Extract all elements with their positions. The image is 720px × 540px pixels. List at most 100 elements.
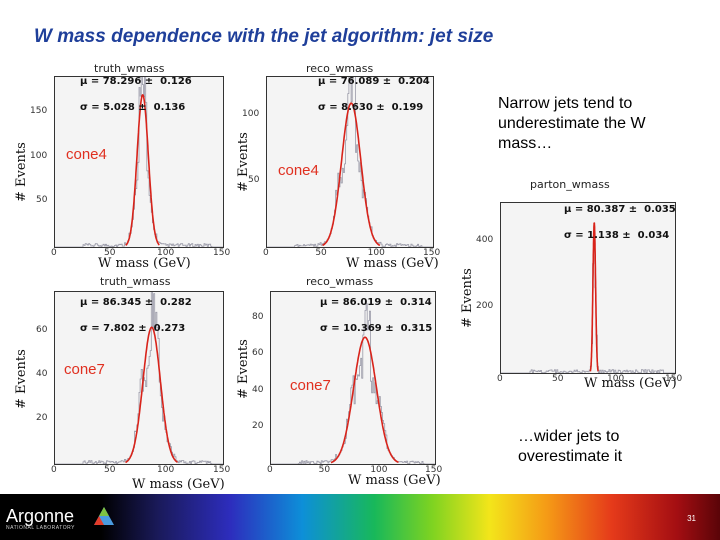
- mu-error: 0.282: [160, 297, 192, 308]
- x-tick-label: 50: [552, 374, 564, 384]
- sigma-value: 7.802: [103, 323, 135, 334]
- y-tick-label: 20: [36, 412, 48, 423]
- plot-truth-cone4: truth_wmass # Events W mass (GeV) 50 100 150 0…: [14, 62, 238, 272]
- mu-stat: μ = 76.089 ± 0.204: [318, 76, 430, 87]
- plot-reco-cone4: reco_wmass # Events W mass (GeV) 50 100 0 50 10…: [236, 62, 454, 272]
- y-tick-label: 80: [252, 312, 264, 323]
- x-tick-label: 150: [665, 374, 683, 384]
- y-tick-label: 100: [30, 150, 48, 161]
- sigma-value: 1.138: [587, 230, 619, 241]
- gaussian-fit-line: [125, 326, 178, 464]
- x-tick-label: 50: [318, 465, 331, 475]
- plot-area: [266, 76, 434, 248]
- x-tick-label: 0: [267, 465, 273, 475]
- footer-bar: Argonne NATIONAL LABORATORY 31: [0, 494, 720, 540]
- x-tick-label: 0: [263, 248, 269, 258]
- plot-area: [500, 202, 676, 374]
- y-tick-label: 50: [36, 195, 48, 206]
- mu-stat: μ = 78.296 ± 0.126: [80, 76, 192, 87]
- note-narrow: Narrow jets tend to underestimate the W …: [498, 95, 646, 152]
- y-tick-label: 400: [476, 235, 494, 246]
- plot-title: reco_wmass: [306, 275, 374, 288]
- x-tick-label: 0: [497, 374, 503, 384]
- histogram-line: [271, 303, 435, 464]
- sigma-error: 0.273: [153, 323, 186, 334]
- mu-value: 78.296: [102, 76, 142, 87]
- sigma-value: 8.630: [341, 102, 373, 113]
- sigma-error: 0.199: [391, 102, 424, 113]
- x-axis-label: W mass (GeV): [132, 477, 225, 492]
- histogram-line: [501, 235, 675, 373]
- y-tick-label: 40: [252, 384, 264, 395]
- mu-error: 0.314: [400, 297, 432, 308]
- sigma-value: 10.369: [343, 323, 382, 334]
- cone-label: cone4: [278, 162, 319, 179]
- mu-value: 86.019: [342, 297, 382, 308]
- x-tick-label: 100: [157, 248, 175, 258]
- x-tick-label: 50: [104, 248, 116, 258]
- mu-error: 0.035: [644, 204, 676, 215]
- x-axis-label: W mass (GeV): [346, 256, 439, 271]
- x-tick-label: 100: [607, 374, 625, 384]
- y-tick-label: 100: [242, 109, 260, 120]
- x-axis-label: W mass (GeV): [584, 376, 677, 391]
- x-tick-label: 50: [315, 248, 327, 258]
- y-tick-label: 60: [36, 324, 48, 335]
- y-axis-label: # Events: [236, 339, 251, 399]
- plot-area: [270, 291, 436, 465]
- gaussian-fit-line: [589, 222, 599, 372]
- x-tick-label: 150: [213, 248, 231, 258]
- plot-area: [54, 291, 224, 465]
- plot-area: [54, 76, 224, 248]
- mu-stat: μ = 86.019 ± 0.314: [320, 297, 432, 308]
- y-tick-label: 150: [30, 105, 48, 116]
- sigma-stat: σ = 10.369 ± 0.315: [320, 323, 433, 334]
- sigma-value: 5.028: [103, 102, 135, 113]
- mu-value: 86.345: [102, 297, 142, 308]
- mu-stat: μ = 80.387 ± 0.035: [564, 204, 676, 215]
- plot-title: reco_wmass: [306, 62, 374, 75]
- y-axis-label: # Events: [14, 142, 29, 202]
- x-tick-label: 150: [213, 465, 231, 475]
- histogram-svg: [501, 222, 675, 373]
- histogram-line: [55, 77, 223, 247]
- y-tick-label: 200: [476, 300, 494, 311]
- sigma-stat: σ = 5.028 ± 0.136: [80, 102, 186, 113]
- x-tick-label: 100: [370, 465, 388, 475]
- cone-label: cone7: [290, 377, 331, 394]
- sigma-stat: σ = 7.802 ± 0.273: [80, 323, 186, 334]
- x-tick-label: 100: [157, 465, 175, 475]
- page-number: 31: [687, 514, 696, 523]
- sigma-error: 0.315: [400, 323, 433, 334]
- mu-stat: μ = 86.345 ± 0.282: [80, 297, 192, 308]
- y-tick-label: 40: [36, 368, 48, 379]
- slide-title: W mass dependence with the jet algorithm…: [34, 26, 494, 47]
- sigma-error: 0.034: [637, 230, 670, 241]
- y-tick-label: 20: [252, 420, 264, 431]
- plot-title: truth_wmass: [94, 62, 165, 75]
- note-wide: …wider jets to overestimate it: [518, 428, 623, 465]
- gaussian-fit-line: [330, 336, 399, 464]
- plot-reco-cone7: reco_wmass # Events W mass (GeV) 20 40 60 80 0 5…: [236, 273, 454, 491]
- x-tick-label: 150: [423, 248, 441, 258]
- histogram-svg: [267, 77, 433, 247]
- histogram-svg: [55, 77, 223, 247]
- plot-title: parton_wmass: [530, 178, 610, 191]
- plot-truth-cone7: truth_wmass # Events W mass (GeV) 20 40 60 0 50…: [14, 273, 238, 492]
- x-tick-label: 100: [367, 248, 385, 258]
- cone-label: cone7: [64, 361, 105, 378]
- x-tick-label: 0: [51, 465, 57, 475]
- x-tick-label: 50: [104, 465, 116, 475]
- histogram-line: [55, 292, 223, 464]
- y-axis-label: # Events: [460, 268, 475, 328]
- gaussian-fit-line: [125, 93, 160, 246]
- sigma-error: 0.136: [153, 102, 186, 113]
- x-tick-label: 150: [425, 465, 443, 475]
- plot-parton: parton_wmass # Events W mass (GeV) 200 400 0 5…: [460, 178, 690, 398]
- logo-text: Argonne: [6, 506, 75, 526]
- y-tick-label: 60: [252, 348, 264, 359]
- mu-value: 80.387: [586, 204, 626, 215]
- plot-title: truth_wmass: [100, 275, 171, 288]
- argonne-logo-icon: [94, 507, 114, 525]
- mu-value: 76.089: [340, 76, 380, 87]
